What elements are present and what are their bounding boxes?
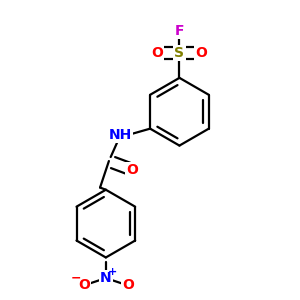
Text: O: O: [78, 278, 90, 292]
Text: O: O: [196, 46, 208, 60]
Text: F: F: [175, 24, 184, 38]
Text: N: N: [100, 271, 112, 285]
Text: O: O: [127, 163, 138, 177]
Text: O: O: [152, 46, 163, 60]
Text: O: O: [122, 278, 134, 292]
Text: S: S: [174, 46, 184, 60]
Text: +: +: [108, 267, 117, 277]
Text: −: −: [71, 272, 81, 285]
Text: NH: NH: [109, 128, 132, 142]
